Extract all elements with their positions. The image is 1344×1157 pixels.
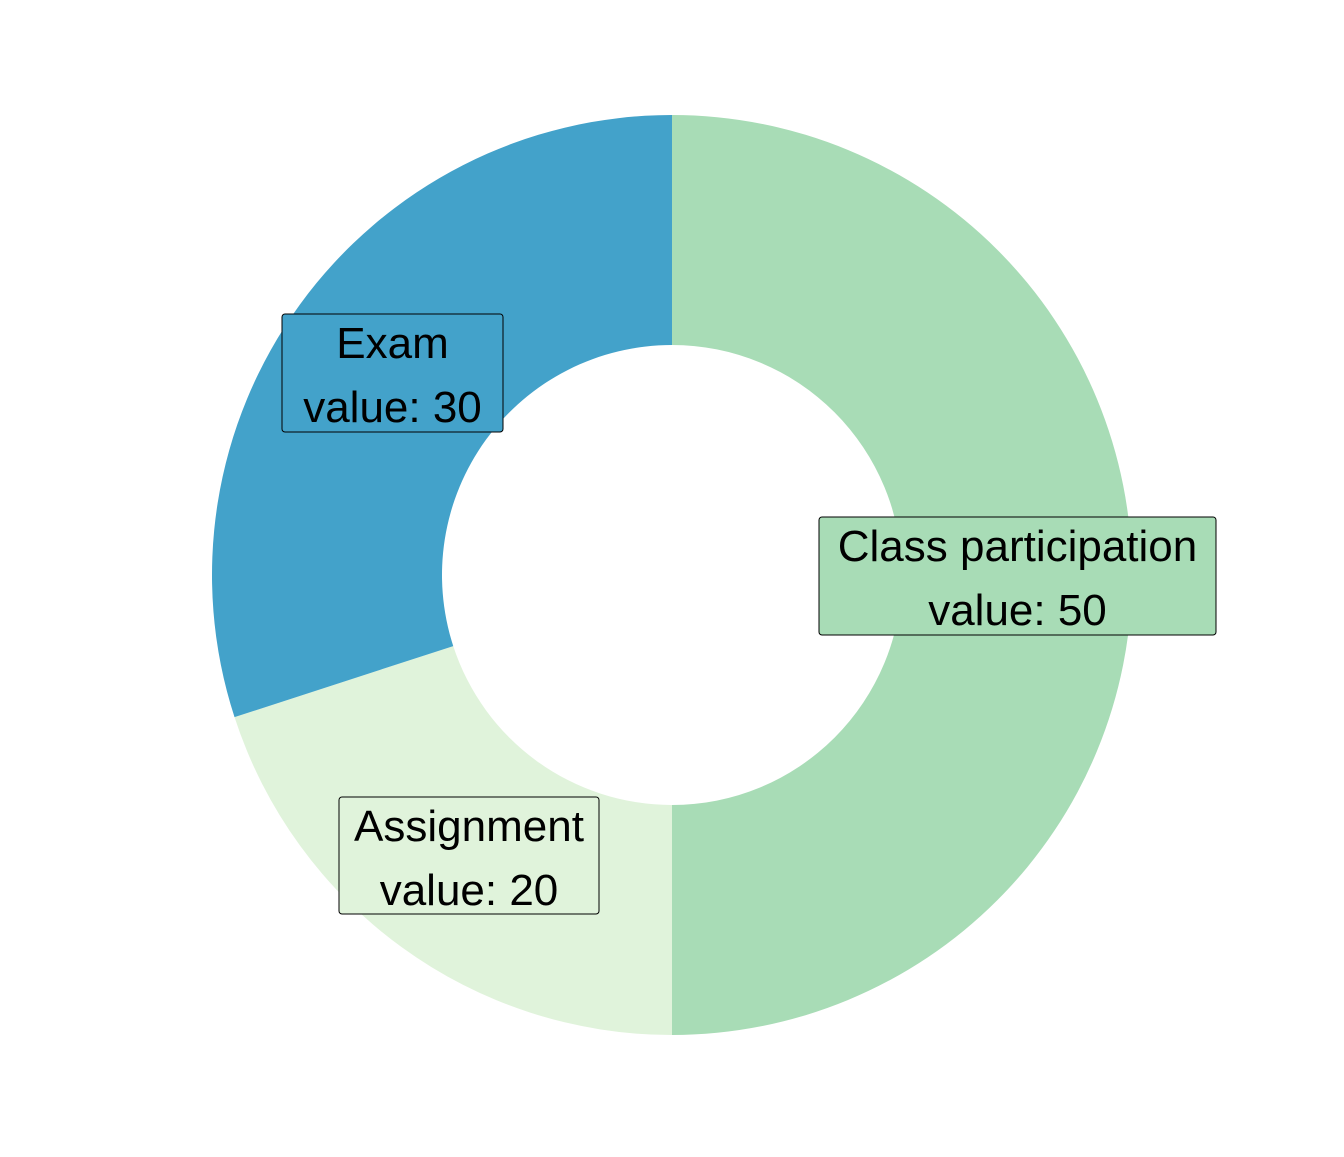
- slice-label-value: value: 20: [380, 866, 559, 915]
- slice-label-value: value: 50: [928, 586, 1107, 635]
- slice-label-class-participation: Class participation value: 50: [818, 516, 1217, 636]
- slice-label-category: Exam: [336, 319, 448, 368]
- labels-layer: Class participation value: 50 Assignment va…: [281, 313, 1217, 915]
- slice-label-box: [338, 796, 600, 915]
- slice-label-box: [281, 313, 504, 433]
- slice-label-category: Assignment: [354, 802, 584, 851]
- slice-label-box: [818, 516, 1217, 636]
- slice-label-assignment: Assignment value: 20: [338, 796, 600, 915]
- slice-label-value: value: 30: [303, 383, 482, 432]
- slice-label-category: Class participation: [838, 522, 1198, 571]
- slice-label-exam: Exam value: 30: [281, 313, 504, 433]
